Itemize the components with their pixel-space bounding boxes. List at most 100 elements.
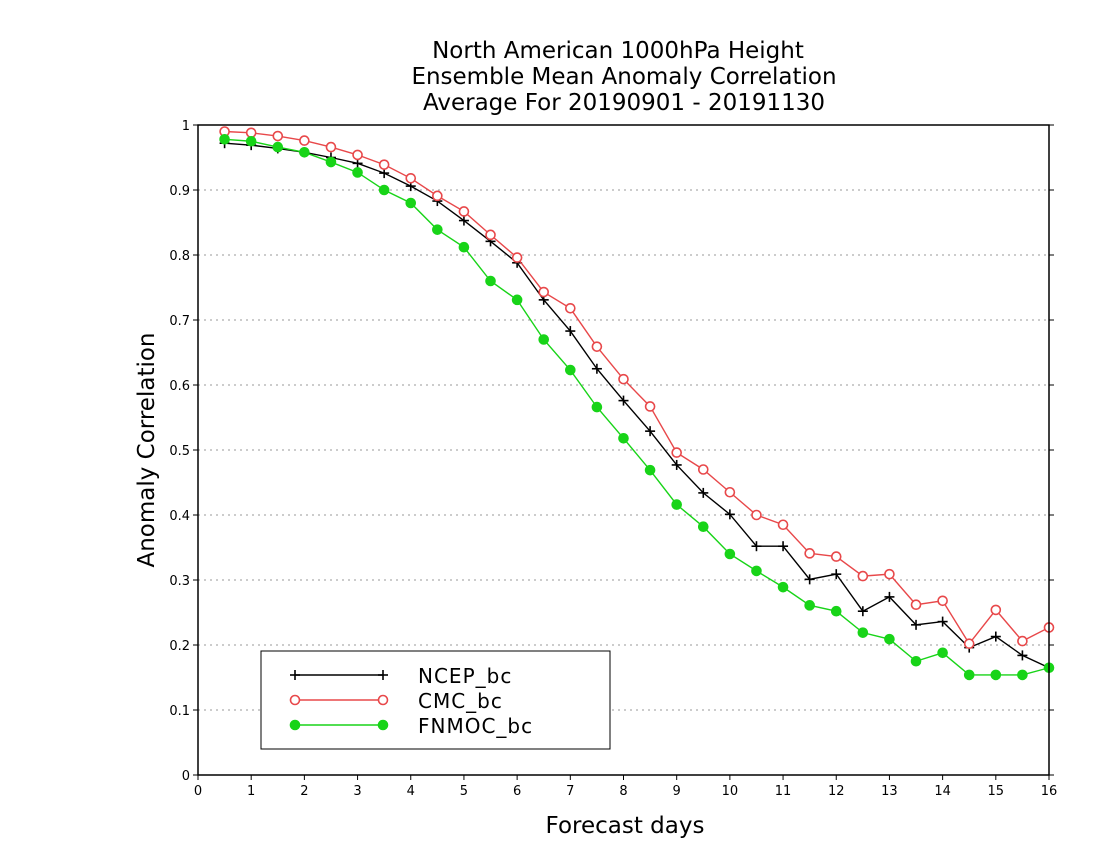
- data-point-FNMOC_bc: [937, 647, 948, 659]
- data-point-CMC_bc: [485, 229, 496, 241]
- data-point-CMC_bc: [804, 548, 815, 559]
- data-point-FNMOC_bc: [405, 197, 417, 209]
- data-point-NCEP_bc: [831, 569, 842, 580]
- x-tick-label: 15: [988, 784, 1005, 799]
- data-point-CMC_bc: [671, 447, 682, 458]
- y-tick-label: 0.4: [169, 509, 190, 524]
- data-point-FNMOC_bc: [697, 521, 709, 533]
- x-tick-label: 6: [513, 784, 521, 799]
- data-point-FNMOC_bc: [644, 464, 656, 476]
- data-point-CMC_bc: [777, 519, 789, 531]
- data-point-CMC_bc: [618, 373, 629, 385]
- data-point-NCEP_bc: [458, 215, 469, 226]
- data-point-FNMOC_bc: [884, 633, 895, 645]
- data-point-CMC_bc: [884, 568, 895, 580]
- x-tick-label: 2: [300, 784, 308, 799]
- data-point-CMC_bc: [565, 302, 576, 314]
- legend-marker-NCEP_bc: [378, 670, 388, 680]
- data-point-CMC_bc: [1017, 635, 1028, 647]
- data-point-FNMOC_bc: [671, 499, 682, 510]
- y-tick-label: 0.2: [169, 639, 190, 654]
- data-point-CMC_bc: [990, 604, 1002, 616]
- x-axis-label: Forecast days: [546, 813, 705, 839]
- data-point-NCEP_bc: [724, 509, 735, 520]
- x-tick-label: 8: [619, 784, 627, 799]
- data-point-FNMOC_bc: [272, 141, 284, 153]
- data-point-CMC_bc: [910, 599, 922, 611]
- data-point-FNMOC_bc: [990, 669, 1002, 681]
- data-point-FNMOC_bc: [751, 565, 762, 577]
- data-point-NCEP_bc: [698, 487, 709, 498]
- legend-marker-CMC_bc: [377, 694, 389, 706]
- series-line-FNMOC_bc: [224, 138, 1050, 676]
- data-point-NCEP_bc: [804, 574, 815, 585]
- data-point-CMC_bc: [724, 486, 736, 498]
- legend-label-fnmoc: FNMOC_bc: [418, 714, 533, 738]
- x-tick-label: 10: [722, 784, 739, 799]
- x-tick-label: 3: [353, 784, 361, 799]
- grid-lines: [198, 189, 1049, 711]
- y-tick-label: 0.1: [169, 704, 190, 719]
- x-tick-label: 0: [194, 784, 202, 799]
- data-point-CMC_bc: [458, 206, 470, 217]
- data-point-NCEP_bc: [884, 591, 895, 602]
- data-point-FNMOC_bc: [963, 669, 975, 681]
- data-point-FNMOC_bc: [830, 605, 842, 617]
- chart-title-line-2: Ensemble Mean Anomaly Correlation: [411, 64, 836, 90]
- legend-marker-NCEP_bc: [290, 670, 300, 680]
- data-point-FNMOC_bc: [299, 147, 310, 158]
- data-point-CMC_bc: [405, 173, 417, 184]
- y-tick-label: 0.9: [169, 184, 190, 199]
- data-point-CMC_bc: [325, 141, 337, 153]
- data-point-CMC_bc: [830, 551, 842, 562]
- series-NCEP_bc: [219, 138, 1054, 673]
- data-point-CMC_bc: [432, 190, 443, 202]
- data-point-CMC_bc: [857, 570, 869, 582]
- data-point-CMC_bc: [697, 464, 709, 475]
- data-point-FNMOC_bc: [591, 401, 603, 413]
- data-point-FNMOC_bc: [910, 655, 922, 667]
- y-axis-label: Anomaly Correlation: [134, 332, 160, 567]
- data-point-CMC_bc: [751, 509, 762, 521]
- data-point-FNMOC_bc: [458, 241, 470, 253]
- y-tick-label: 0.8: [169, 249, 190, 264]
- x-tick-label: 11: [775, 784, 792, 799]
- x-tick-label: 7: [566, 784, 574, 799]
- data-point-CMC_bc: [538, 286, 550, 298]
- data-point-FNMOC_bc: [538, 334, 550, 345]
- chart-title-line-3: Average For 20190901 - 20191130: [423, 90, 825, 116]
- series-lines: [219, 126, 1055, 681]
- data-point-NCEP_bc: [671, 459, 682, 470]
- data-point-NCEP_bc: [857, 606, 868, 617]
- data-point-NCEP_bc: [618, 395, 629, 406]
- data-point-FNMOC_bc: [618, 433, 629, 444]
- y-tick-label: 0.5: [169, 444, 190, 459]
- y-tick-label: 0.3: [169, 574, 190, 589]
- data-point-NCEP_bc: [1017, 650, 1028, 661]
- x-tick-label: 4: [407, 784, 415, 799]
- legend-marker-FNMOC_bc: [289, 719, 301, 731]
- data-point-NCEP_bc: [565, 326, 576, 337]
- data-point-FNMOC_bc: [432, 224, 443, 235]
- data-point-FNMOC_bc: [1017, 669, 1028, 681]
- legend-marker-CMC_bc: [289, 694, 301, 706]
- data-point-CMC_bc: [591, 341, 603, 352]
- data-point-NCEP_bc: [591, 363, 602, 374]
- data-point-FNMOC_bc: [511, 294, 523, 306]
- x-tick-label: 5: [460, 784, 468, 799]
- series-line-CMC_bc: [224, 130, 1050, 645]
- data-point-FNMOC_bc: [325, 156, 337, 168]
- data-point-FNMOC_bc: [378, 184, 390, 196]
- data-point-FNMOC_bc: [804, 600, 815, 611]
- data-point-CMC_bc: [352, 149, 363, 161]
- y-tick-label: 1: [182, 119, 190, 134]
- x-tick-label: 14: [934, 784, 951, 799]
- data-point-FNMOC_bc: [352, 167, 363, 178]
- y-tick-label: 0.6: [169, 379, 190, 394]
- legend-label-ncep: NCEP_bc: [418, 664, 512, 688]
- y-tick-label: 0.7: [169, 314, 190, 329]
- data-point-FNMOC_bc: [245, 135, 257, 147]
- x-tick-label: 1: [247, 784, 255, 799]
